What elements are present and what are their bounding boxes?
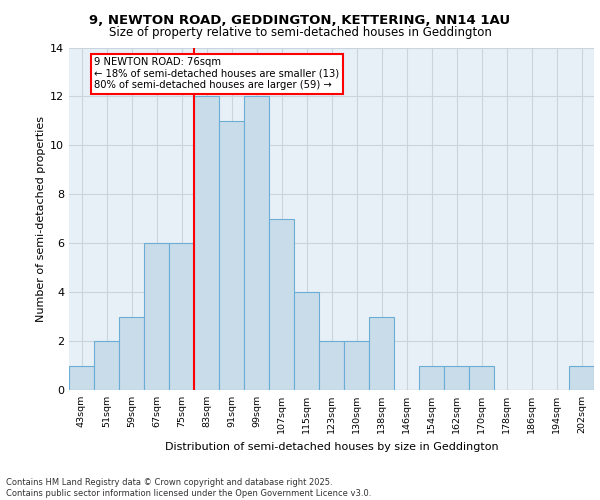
Bar [119,316,144,390]
Bar [419,366,444,390]
Bar [469,366,494,390]
Y-axis label: Number of semi-detached properties: Number of semi-detached properties [36,116,46,322]
Bar [144,243,169,390]
Bar [444,366,469,390]
Bar [94,341,119,390]
Bar [69,366,94,390]
Bar [219,121,244,390]
Text: 9 NEWTON ROAD: 76sqm
← 18% of semi-detached houses are smaller (13)
80% of semi-: 9 NEWTON ROAD: 76sqm ← 18% of semi-detac… [94,58,339,90]
Bar [294,292,319,390]
Text: 9, NEWTON ROAD, GEDDINGTON, KETTERING, NN14 1AU: 9, NEWTON ROAD, GEDDINGTON, KETTERING, N… [89,14,511,27]
Bar [194,96,219,390]
Text: Contains HM Land Registry data © Crown copyright and database right 2025.
Contai: Contains HM Land Registry data © Crown c… [6,478,371,498]
X-axis label: Distribution of semi-detached houses by size in Geddington: Distribution of semi-detached houses by … [164,442,499,452]
Bar [369,316,394,390]
Bar [244,96,269,390]
Bar [269,219,294,390]
Bar [344,341,369,390]
Text: Size of property relative to semi-detached houses in Geddington: Size of property relative to semi-detach… [109,26,491,39]
Bar [319,341,344,390]
Bar [169,243,194,390]
Bar [569,366,594,390]
